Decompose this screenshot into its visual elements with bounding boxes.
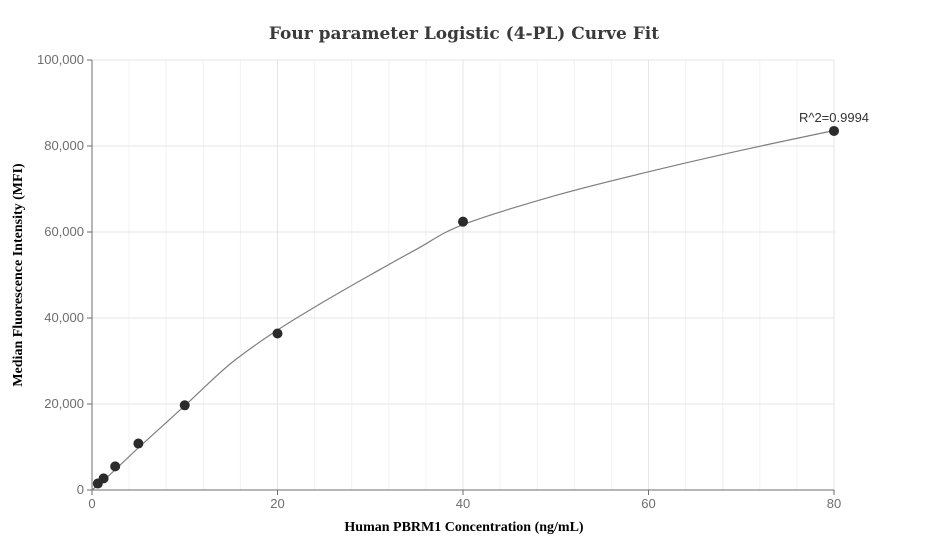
x-tick-label: 40 [456,496,470,511]
y-axis-label: Median Fluorescence Intensity (MFI) [11,163,26,387]
data-point [829,125,839,136]
data-points [92,125,839,489]
y-ticks: 0 20,000 40,000 60,000 80,000 100,000 [37,52,92,497]
x-tick-label: 80 [827,496,841,511]
y-tick-label: 100,000 [37,52,84,67]
data-point [98,473,109,484]
r-squared-annotation: R^2=0.9994 [799,110,869,125]
fit-curve [91,129,835,491]
data-point [133,438,144,449]
data-point [110,461,121,472]
data-point [179,400,190,411]
x-ticks: 0 20 40 60 80 [88,490,841,511]
x-tick-label: 0 [88,496,95,511]
x-tick-label: 20 [270,496,284,511]
y-tick-label: 0 [77,482,84,497]
y-tick-label: 20,000 [44,396,84,411]
data-point [458,216,468,227]
chart-title: Four parameter Logistic (4-PL) Curve Fit [269,24,659,44]
x-axis-label: Human PBRM1 Concentration (ng/mL) [344,520,584,535]
y-tick-label: 80,000 [44,138,84,153]
y-tick-label: 40,000 [44,310,84,325]
y-tick-label: 60,000 [44,224,84,239]
grid [91,59,835,491]
data-point [272,328,283,339]
x-tick-label: 60 [641,496,655,511]
